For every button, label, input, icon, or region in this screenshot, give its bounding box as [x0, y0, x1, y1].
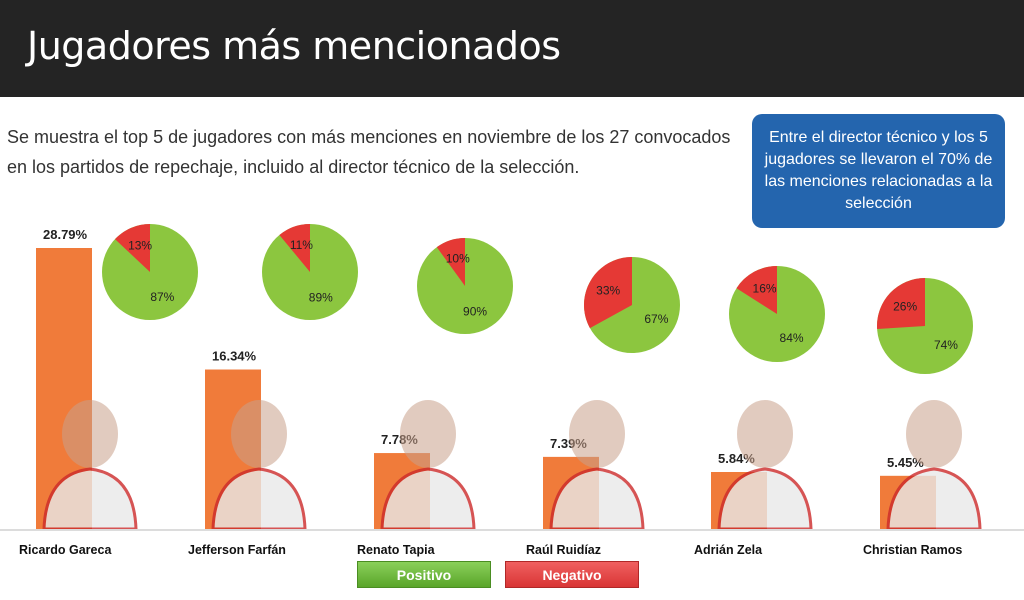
player-photo-body	[717, 467, 813, 531]
pie-negative-3	[584, 257, 632, 329]
pie-positive-label: 67%	[644, 312, 668, 326]
pie-positive-label: 87%	[150, 290, 174, 304]
category-label: Christian Ramos	[863, 543, 962, 557]
player-photo-body	[549, 467, 645, 531]
player-photo-head	[569, 400, 625, 468]
pie-negative-5	[877, 278, 925, 330]
chart-baseline	[0, 529, 1024, 531]
legend-negative: Negativo	[505, 561, 639, 588]
pie-negative-1	[279, 224, 310, 272]
pie-negative-2	[436, 238, 465, 286]
pie-positive-label: 84%	[780, 331, 804, 345]
pie-negative-label: 10%	[446, 251, 470, 265]
legend-positive: Positivo	[357, 561, 491, 588]
category-label: Raúl Ruidíaz	[526, 543, 601, 557]
bar-value-label: 16.34%	[212, 349, 257, 364]
pie-negative-label: 26%	[893, 299, 917, 313]
category-label: Renato Tapia	[357, 543, 436, 557]
pie-negative-label: 11%	[290, 238, 313, 252]
player-photo-head	[906, 400, 962, 468]
player-photo-body	[380, 467, 476, 531]
category-label: Ricardo Gareca	[19, 543, 112, 557]
pie-positive-label: 89%	[309, 290, 333, 304]
player-photo-body	[886, 467, 982, 531]
player-photo-head	[231, 400, 287, 468]
player-photo-body	[211, 467, 307, 531]
pie-positive-label: 74%	[934, 338, 958, 352]
category-label: Jefferson Farfán	[188, 543, 286, 557]
player-photo-head	[737, 400, 793, 468]
header-bar: Jugadores más mencionados	[0, 0, 1024, 97]
player-photo-head	[62, 400, 118, 468]
player-photo-head	[400, 400, 456, 468]
page-title: Jugadores más mencionados	[27, 24, 561, 68]
category-label: Adrián Zela	[694, 543, 763, 557]
player-photo-body	[42, 467, 138, 531]
pie-negative-0	[115, 224, 150, 272]
pie-positive-label: 90%	[463, 305, 487, 319]
pie-negative-4	[736, 266, 777, 314]
description-text: Se muestra el top 5 de jugadores con más…	[7, 127, 731, 177]
pie-negative-label: 16%	[753, 282, 777, 296]
bar-value-label: 28.79%	[43, 227, 88, 242]
pie-negative-label: 13%	[128, 238, 152, 252]
pie-negative-label: 33%	[596, 284, 620, 298]
callout-box: Entre el director técnico y los 5 jugado…	[752, 114, 1005, 228]
